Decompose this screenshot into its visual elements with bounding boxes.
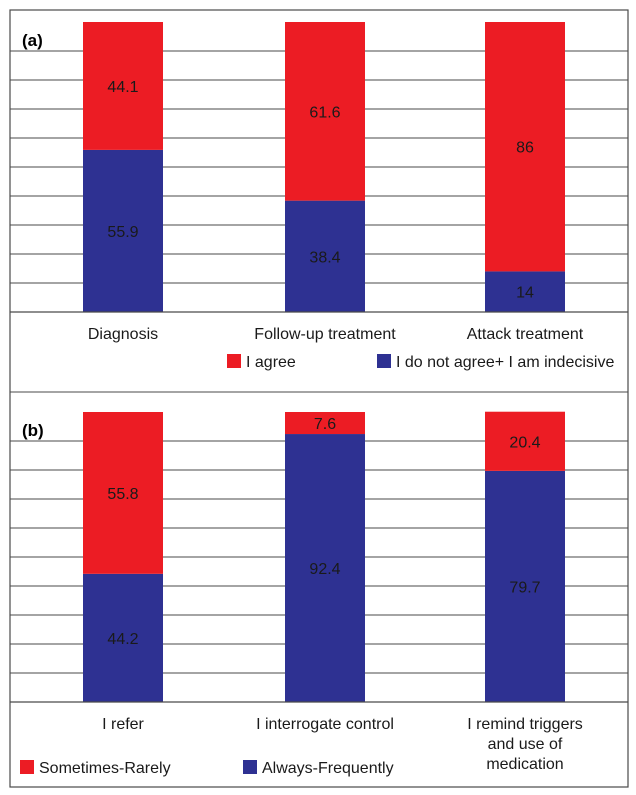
panel-a-bar-red-1 (83, 22, 163, 150)
panel-b-bar-red-2 (285, 412, 365, 435)
panel-b-category-label: I interrogate control (256, 716, 394, 733)
panel-a-legend-label: I do not agree+ I am indecisive (396, 354, 614, 371)
panel-b-chart: 44.2 55.8 92.4 7.6 79.7 20.4 I refer I interrog… (10, 411, 628, 777)
panel-b-legend-swatch (20, 760, 34, 774)
panel-a-bar-value-label: 86 (516, 140, 534, 157)
panel-a-category-label: Follow-up treatment (254, 326, 396, 343)
panel-b-panel-label: (b) (22, 421, 44, 440)
panel-a-legend-swatch (227, 354, 241, 368)
panel-a-bar-blue-1 (83, 149, 163, 312)
panel-b-bar-blue-1 (83, 573, 163, 702)
panel-b-bar-red-3 (485, 411, 565, 471)
panel-b-legend-swatch (243, 760, 257, 774)
panel-a-bar-red-2 (285, 22, 365, 201)
panel-b-category-label: I remind triggers and use of medication (467, 716, 583, 773)
panel-a-chart: 55.9 44.1 38.4 61.6 14 86 Diagnosis Follow-up t… (10, 22, 628, 371)
panel-a-bar-value-label: 44.1 (107, 79, 138, 96)
panel-b-bar-red-1 (83, 412, 163, 574)
panel-b-category-label: I refer (102, 716, 144, 733)
panel-b-bar-value-label: 92.4 (309, 561, 340, 578)
panel-b-legend-label: Always-Frequently (262, 760, 394, 777)
panel-a-legend-label: I agree (246, 354, 296, 371)
panel-a-bar-value-label: 38.4 (309, 249, 340, 266)
panel-a-category-label: Attack treatment (467, 326, 584, 343)
panel-b-bar-value-label: 44.2 (107, 631, 138, 648)
panel-b-bar-blue-3 (485, 470, 565, 702)
panel-a-bar-value-label: 14 (516, 285, 534, 302)
panel-a-bar-blue-2 (285, 200, 365, 312)
panel-a-bar-red-3 (485, 22, 565, 272)
panel-a-bar-value-label: 55.9 (107, 224, 138, 241)
panel-a-panel-label: (a) (22, 31, 43, 50)
panel-b-bar-value-label: 55.8 (107, 486, 138, 503)
panel-a-legend-swatch (377, 354, 391, 368)
panel-b-bar-blue-2 (285, 434, 365, 702)
panel-b-bar-value-label: 79.7 (509, 579, 540, 596)
panel-b-bar-value-label: 20.4 (509, 434, 540, 451)
panel-a-category-label: Diagnosis (88, 326, 158, 343)
panel-b-bar-value-label: 7.6 (314, 416, 336, 433)
panel-b-legend-label: Sometimes-Rarely (39, 760, 171, 777)
panel-a-bar-blue-3 (485, 271, 565, 312)
panel-a-bar-value-label: 61.6 (309, 104, 340, 121)
